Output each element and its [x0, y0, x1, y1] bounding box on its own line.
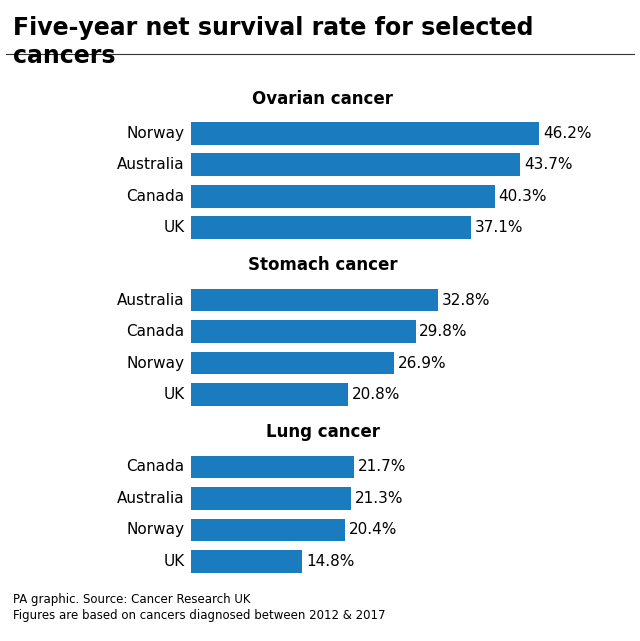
Bar — [191, 487, 351, 510]
Text: 40.3%: 40.3% — [499, 188, 547, 204]
Text: 21.3%: 21.3% — [355, 491, 404, 506]
Bar — [191, 519, 344, 541]
Text: Stomach cancer: Stomach cancer — [248, 256, 397, 274]
Text: Canada: Canada — [127, 324, 184, 339]
Text: Australia: Australia — [117, 491, 184, 506]
Bar — [191, 320, 415, 343]
Text: 20.4%: 20.4% — [348, 522, 397, 537]
Text: PA graphic. Source: Cancer Research UK: PA graphic. Source: Cancer Research UK — [13, 593, 250, 606]
Bar — [191, 352, 394, 374]
Text: 20.8%: 20.8% — [351, 387, 400, 402]
Bar — [191, 288, 438, 312]
Text: 46.2%: 46.2% — [543, 126, 591, 141]
Text: Figures are based on cancers diagnosed between 2012 & 2017: Figures are based on cancers diagnosed b… — [13, 609, 385, 622]
Text: Norway: Norway — [127, 356, 184, 370]
Bar — [191, 153, 520, 176]
Text: 29.8%: 29.8% — [419, 324, 468, 339]
Text: Five-year net survival rate for selected cancers: Five-year net survival rate for selected… — [13, 16, 533, 68]
Bar — [191, 550, 302, 572]
Text: Lung cancer: Lung cancer — [266, 423, 380, 441]
Text: UK: UK — [163, 554, 184, 569]
Text: 14.8%: 14.8% — [306, 554, 355, 569]
Text: Norway: Norway — [127, 522, 184, 537]
Bar — [191, 456, 355, 478]
Text: 26.9%: 26.9% — [397, 356, 446, 370]
Bar — [191, 217, 470, 239]
Bar — [191, 383, 348, 406]
Text: Australia: Australia — [117, 292, 184, 308]
Text: Canada: Canada — [127, 188, 184, 204]
Text: Canada: Canada — [127, 460, 184, 474]
Text: Australia: Australia — [117, 157, 184, 172]
Text: UK: UK — [163, 387, 184, 402]
Text: 43.7%: 43.7% — [524, 157, 573, 172]
Text: 21.7%: 21.7% — [358, 460, 406, 474]
Text: 37.1%: 37.1% — [474, 221, 523, 235]
Bar — [191, 185, 495, 208]
Bar — [191, 122, 540, 145]
Text: UK: UK — [163, 221, 184, 235]
Text: 32.8%: 32.8% — [442, 292, 490, 308]
Text: Norway: Norway — [127, 126, 184, 141]
Text: Ovarian cancer: Ovarian cancer — [252, 90, 393, 108]
